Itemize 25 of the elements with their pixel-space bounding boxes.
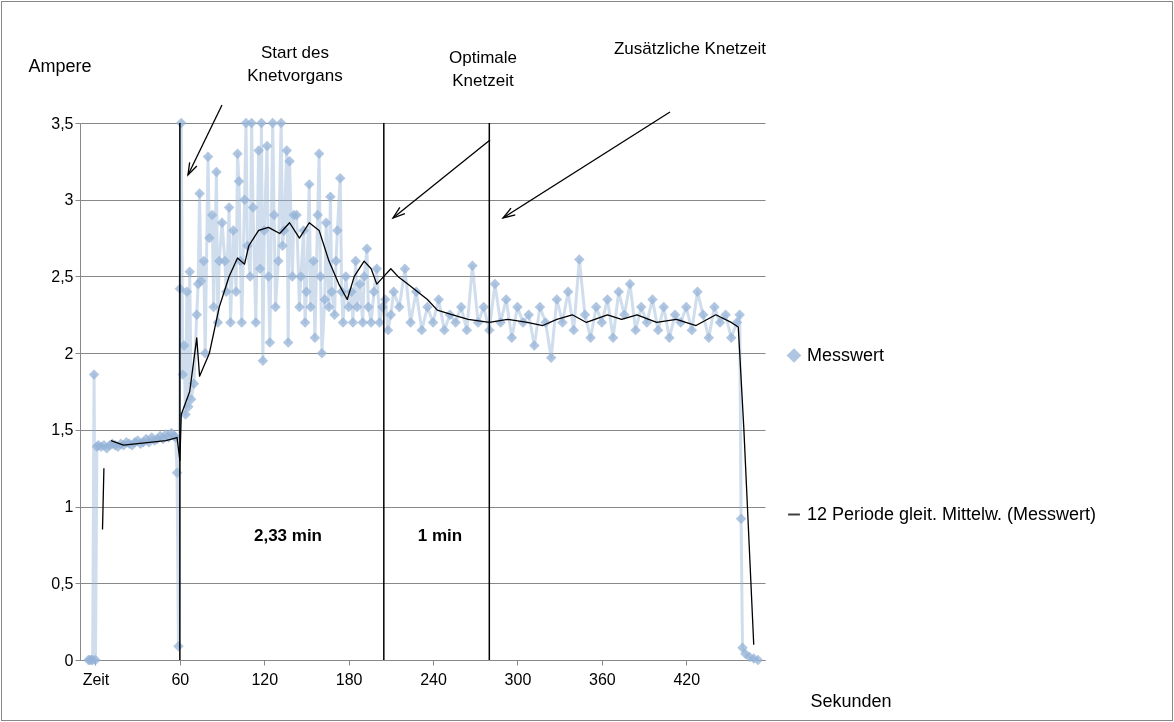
x-tick-label: Zeit: [82, 670, 110, 688]
x-tick-label: 240: [420, 670, 447, 688]
y-tick-label: 3: [64, 191, 74, 209]
y-tick-label: 2,5: [51, 267, 74, 285]
y-tick-label: 0,5: [51, 574, 74, 592]
x-tick-label: 60: [171, 670, 190, 688]
x-tick-label: 120: [251, 670, 279, 688]
y-tick-label: 2: [64, 344, 74, 362]
legend-label: Messwert: [807, 344, 885, 365]
x-tick-label: 360: [588, 670, 616, 688]
y-tick-label: 3,5: [51, 114, 74, 132]
x-axis-title: Sekunden: [810, 690, 892, 711]
text: Zusätzliche Knetzeit: [613, 39, 767, 59]
annotation: 2,33 min: [253, 526, 323, 546]
y-tick-label: 0: [64, 651, 74, 669]
legend-label: 12 Periode gleit. Mittelw. (Messwert): [807, 503, 1097, 524]
text: Start des Knetvorgans: [247, 43, 343, 86]
y-tick-label: 1: [64, 498, 74, 516]
y-tick-label: 1,5: [51, 421, 74, 439]
x-tick-label: 420: [673, 670, 701, 688]
y-axis-title: Ampere: [28, 55, 92, 76]
x-tick-label: 180: [335, 670, 363, 688]
x-tick-label: 300: [504, 670, 532, 688]
annotation: 1 min: [417, 526, 463, 546]
text: Optimale Knetzeit: [448, 48, 518, 91]
